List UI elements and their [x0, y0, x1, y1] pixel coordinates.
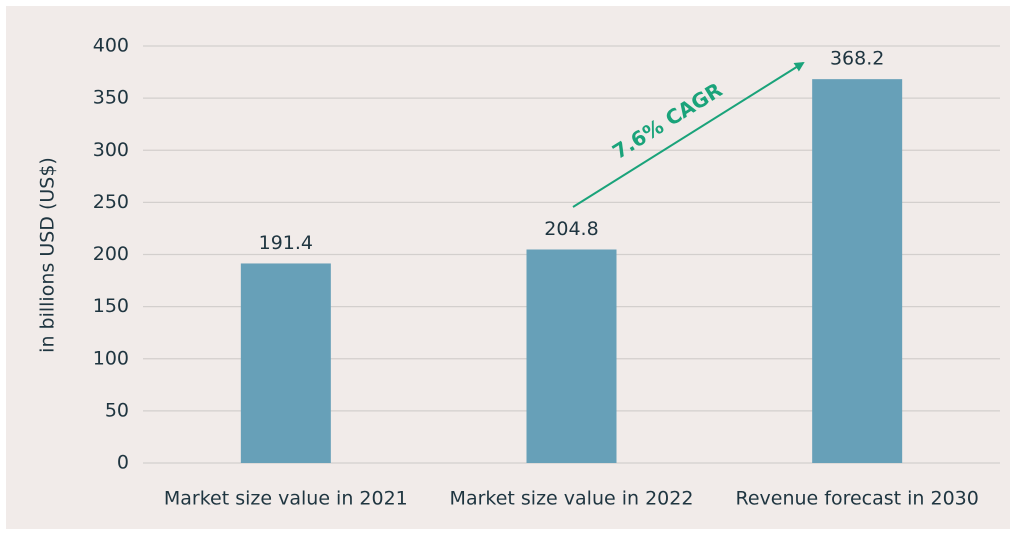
y-tick-label: 400 [93, 35, 129, 57]
bar [526, 249, 617, 463]
bar [812, 79, 903, 464]
value-label: 204.8 [544, 218, 598, 240]
value-label: 191.4 [259, 232, 313, 254]
y-tick-label: 200 [93, 243, 129, 265]
x-tick-label: Market size value in 2021 [164, 488, 408, 510]
cagr-arrow [572, 61, 805, 208]
y-tick-label: 250 [93, 191, 129, 213]
bar [240, 263, 331, 463]
y-tick-label: 150 [93, 295, 129, 317]
value-label: 368.2 [830, 48, 884, 70]
y-axis-label: in billions USD (US$) [37, 157, 59, 353]
y-tick-label: 300 [93, 139, 129, 161]
x-tick-label: Market size value in 2022 [450, 488, 694, 510]
y-tick-label: 50 [105, 399, 129, 421]
marks: Market size value in 2021 191.4 Market siz… [164, 48, 979, 510]
y-tick-label: 100 [93, 347, 129, 369]
y-tick-label: 0 [117, 452, 129, 474]
x-tick-label: Revenue forecast in 2030 [735, 488, 978, 510]
y-tick-label: 350 [93, 87, 129, 109]
